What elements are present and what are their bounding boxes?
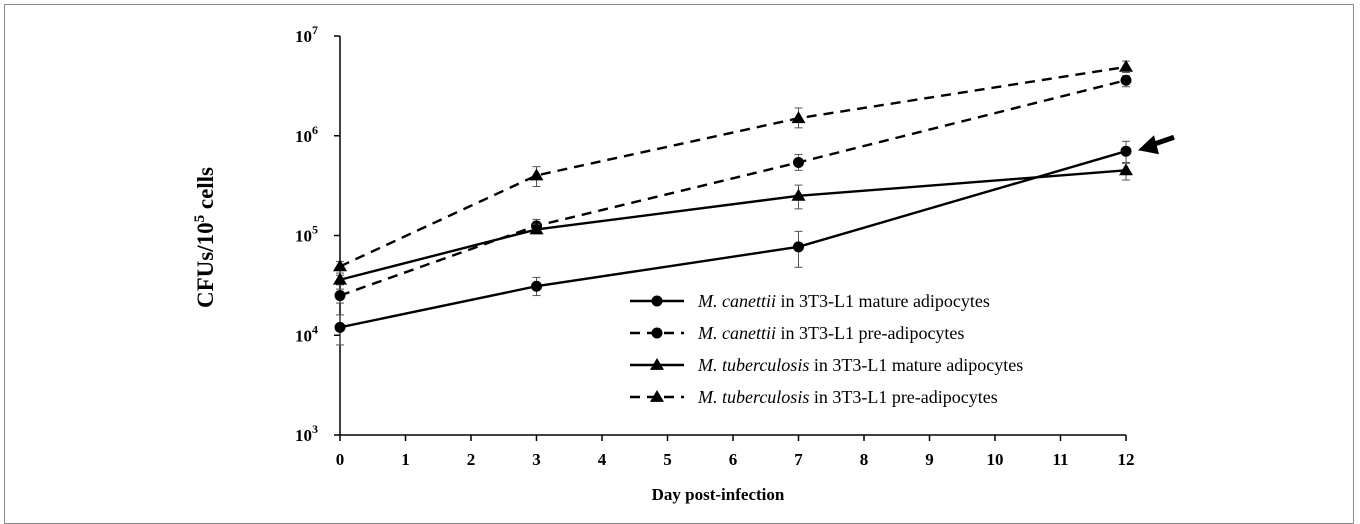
x-tick-label: 9 (925, 450, 934, 469)
legend-label: M. tuberculosis in 3T3-L1 mature adipocy… (697, 355, 1023, 375)
y-tick-label: 105 (295, 223, 318, 246)
data-point (791, 188, 806, 201)
data-point (1119, 59, 1133, 72)
series-line (339, 150, 1127, 329)
data-point (333, 259, 347, 272)
data-point (1120, 145, 1132, 157)
legend-entry-4: M. tuberculosis in 3T3-L1 pre-adipocytes (630, 387, 998, 407)
x-tick-label: 3 (532, 450, 541, 469)
x-tick-label: 0 (336, 450, 345, 469)
legend-entry-2: M. canettii in 3T3-L1 pre-adipocytes (630, 323, 964, 343)
data-point (334, 290, 346, 302)
data-point (793, 241, 804, 253)
data-point (793, 156, 804, 168)
x-axis-title: Day post-infection (652, 485, 785, 504)
series-line (339, 65, 1127, 268)
y-tick-label: 106 (295, 123, 318, 146)
legend-label: M. canettii in 3T3-L1 mature adipocytes (697, 291, 990, 311)
series-3 (333, 161, 1133, 286)
series-line (339, 79, 1127, 297)
legend-marker (651, 295, 663, 307)
y-axis-title: CFUs/105 cells (192, 167, 218, 308)
x-tick-label: 7 (794, 450, 803, 469)
x-tick-label: 12 (1118, 450, 1135, 469)
series-line (339, 169, 1127, 281)
series-1 (334, 140, 1132, 346)
x-tick-label: 6 (729, 450, 738, 469)
legend-label: M. tuberculosis in 3T3-L1 pre-adipocytes (697, 387, 998, 407)
data-point (333, 272, 347, 285)
data-point (334, 321, 346, 333)
y-tick-label: 107 (295, 23, 318, 46)
y-tick-label: 103 (295, 422, 318, 445)
legend-entry-1: M. canettii in 3T3-L1 mature adipocytes (630, 291, 990, 311)
data-point (529, 222, 544, 235)
legend-marker (651, 327, 663, 339)
x-tick-label: 4 (598, 450, 607, 469)
x-tick-label: 10 (987, 450, 1004, 469)
legend-marker (650, 390, 664, 402)
data-point (1120, 74, 1132, 86)
x-tick-label: 2 (467, 450, 476, 469)
legend-entry-3: M. tuberculosis in 3T3-L1 mature adipocy… (630, 355, 1023, 375)
legend-marker (650, 358, 664, 370)
x-tick-label: 5 (663, 450, 672, 469)
data-point (1119, 163, 1133, 176)
legend-label: M. canettii in 3T3-L1 pre-adipocytes (697, 323, 964, 343)
data-point (531, 280, 542, 292)
x-tick-label: 8 (860, 450, 869, 469)
data-point (791, 111, 806, 124)
series-4 (333, 59, 1133, 274)
annotation-arrow (1138, 134, 1175, 155)
data-point (529, 168, 544, 181)
y-tick-label: 104 (295, 322, 318, 345)
x-tick-label: 1 (401, 450, 410, 469)
arrow-head (1138, 135, 1159, 155)
series-2 (334, 74, 1132, 304)
x-tick-label: 11 (1052, 450, 1068, 469)
